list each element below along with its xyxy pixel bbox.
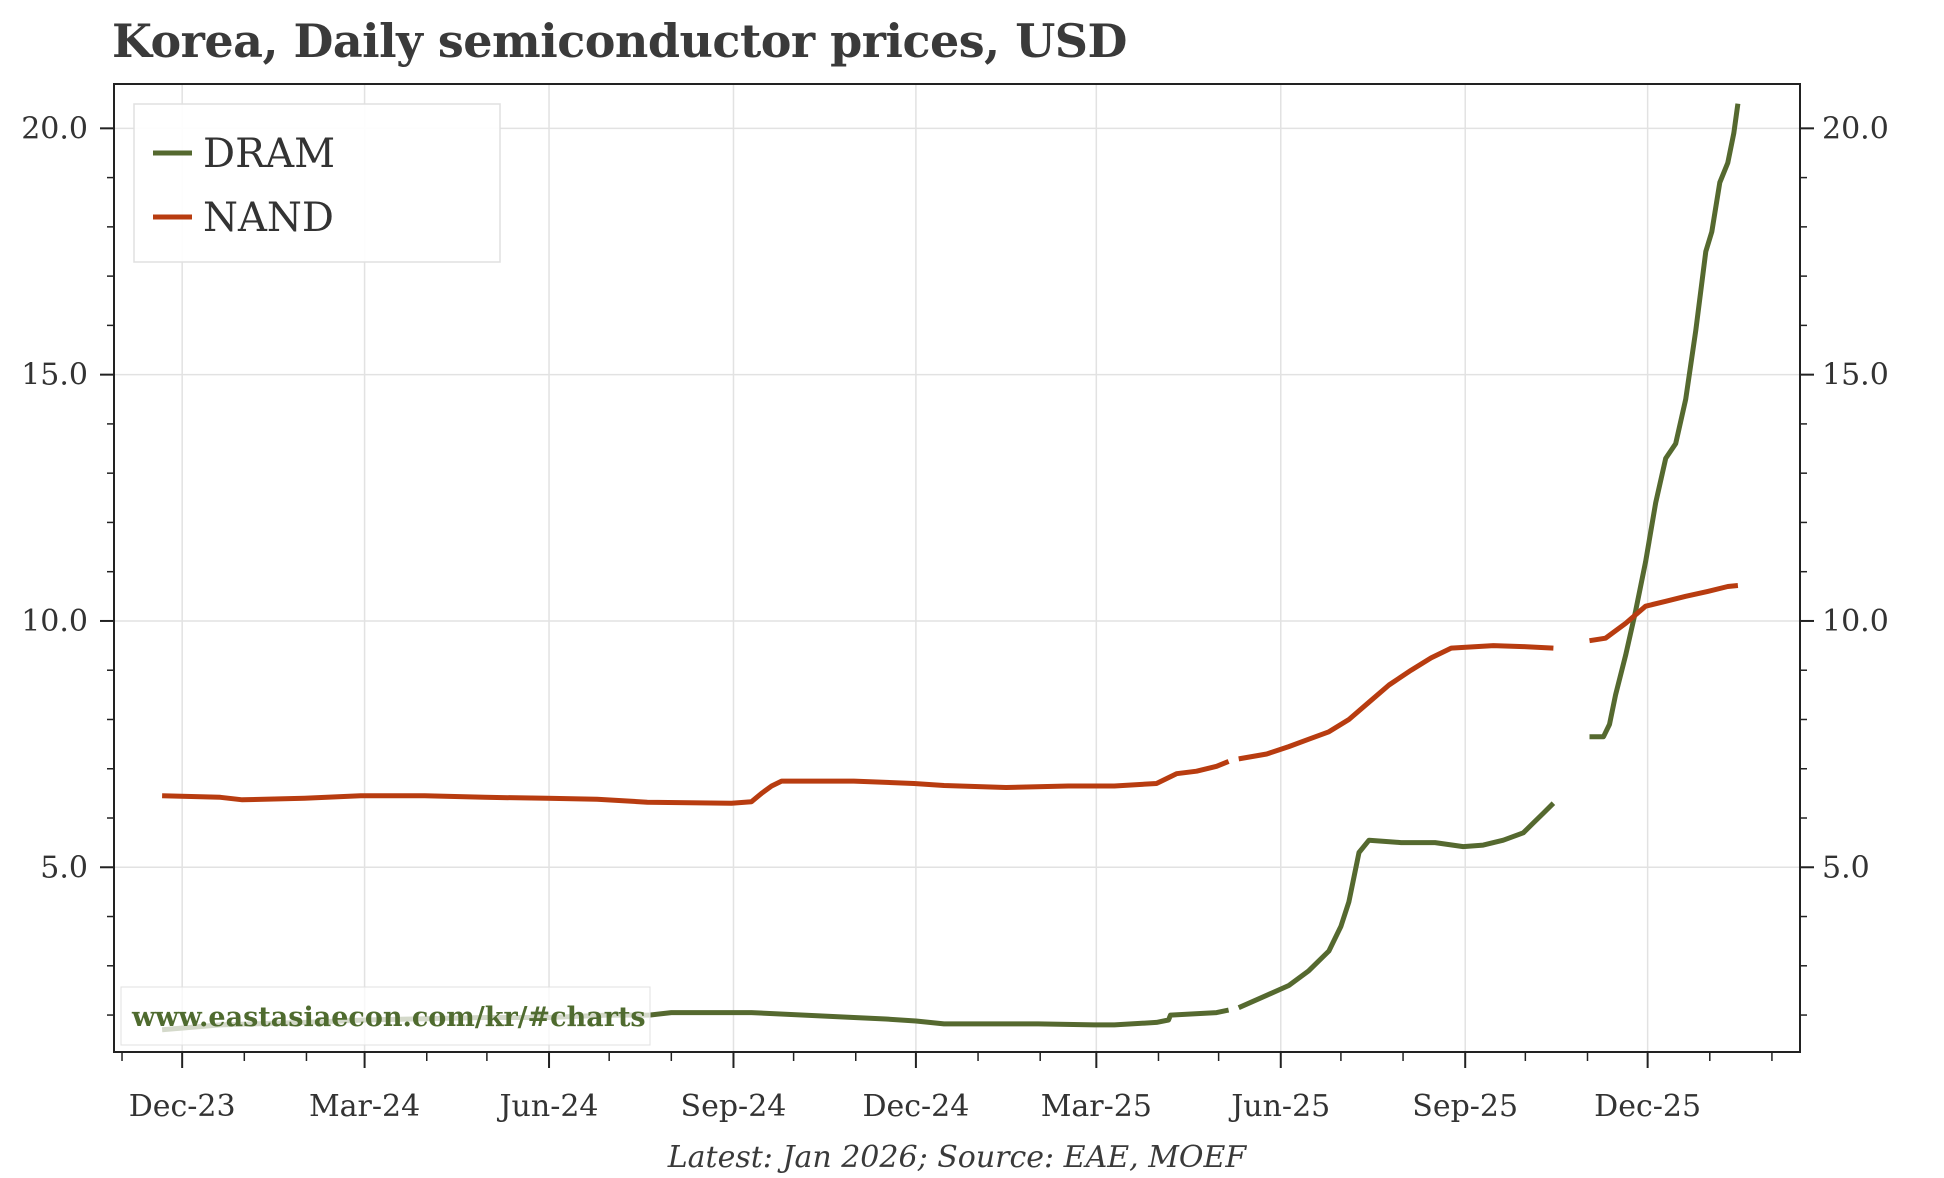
series-line-dram-segment-2 [1237, 801, 1556, 1010]
plot-frame [113, 83, 1801, 1053]
x-tick-label: Jun-24 [497, 1089, 599, 1124]
y-tick-label-right: 10.0 [1822, 604, 1889, 639]
y-tick-label-left: 5.0 [40, 850, 88, 885]
watermark-box [120, 986, 651, 1046]
y-tick-label-right: 15.0 [1822, 358, 1889, 393]
chart-caption: Latest: Jan 2026; Source: EAE, MOEF [667, 1140, 1248, 1175]
series-line-nand-segment-1 [162, 759, 1230, 806]
x-tick-label: Sep-25 [1412, 1089, 1518, 1124]
y-tick-label-left: 20.0 [21, 111, 88, 146]
grid-layer [114, 84, 1800, 1052]
axis-layer: 5.0 5.0 10.0 10.0 15.0 15.0 20.0 20.0 Dec-23 Mar-… [21, 111, 1889, 1124]
legend-box [133, 103, 501, 263]
x-tick-label: Jun-25 [1228, 1089, 1330, 1124]
series-line-nand-segment-2 [1238, 643, 1554, 762]
legend: DRAM NAND [133, 103, 501, 263]
x-tick-label: Dec-25 [1594, 1089, 1701, 1124]
x-tick-label: Mar-25 [1041, 1089, 1152, 1124]
series-line-dram-segment-3 [1589, 103, 1741, 740]
y-tick-label-right: 5.0 [1822, 850, 1870, 885]
x-tick-label: Dec-23 [129, 1089, 236, 1124]
watermark: www.eastasiaecon.com/kr/#charts [120, 986, 651, 1046]
legend-label-dram: DRAM [203, 131, 335, 177]
y-tick-label-left: 15.0 [21, 358, 88, 393]
chart-title: Korea, Daily semiconductor prices, USD [112, 14, 1127, 68]
x-tick-label: Mar-24 [309, 1089, 420, 1124]
x-tick-label: Dec-24 [862, 1089, 969, 1124]
x-tick-label: Sep-24 [681, 1089, 787, 1124]
y-tick-label-left: 10.0 [21, 604, 88, 639]
series-line-nand-segment-3 [1589, 583, 1739, 644]
legend-label-nand: NAND [203, 195, 334, 241]
y-tick-label-right: 20.0 [1822, 111, 1889, 146]
watermark-text: www.eastasiaecon.com/kr/#charts [131, 1002, 646, 1033]
